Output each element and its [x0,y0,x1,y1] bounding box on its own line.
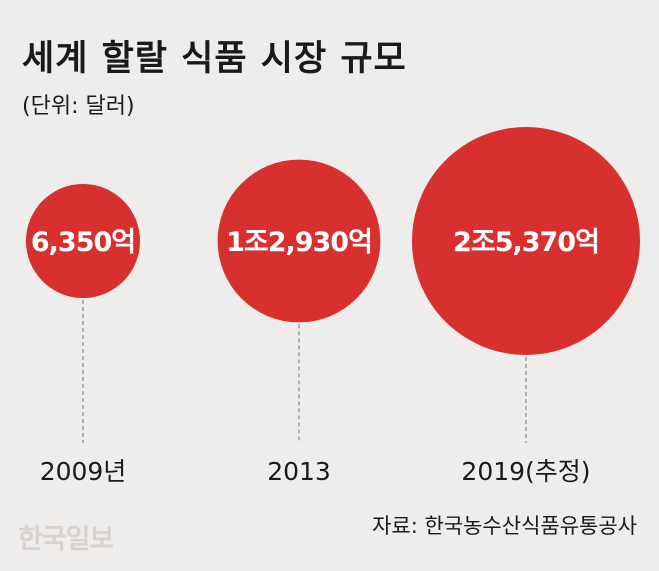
bubble-1 [217,159,381,323]
category-label-1: 2013 [267,457,331,486]
unit-label: (단위: 달러) [22,94,135,119]
bubble-2 [412,127,640,355]
bubble-0 [25,183,141,299]
chart-title: 세계 할랄 식품 시장 규모 [22,39,407,79]
publisher-logo: 한국일보 [18,524,114,555]
value-label-2: 2조5,370억 [453,227,599,258]
category-label-0: 2009년 [40,457,127,486]
value-label-0: 6,350억 [31,227,135,258]
source-note: 자료: 한국농수산식품유통공사 [372,514,637,538]
category-label-2: 2019(추정) [461,457,590,486]
value-label-1: 1조2,930억 [226,227,372,258]
